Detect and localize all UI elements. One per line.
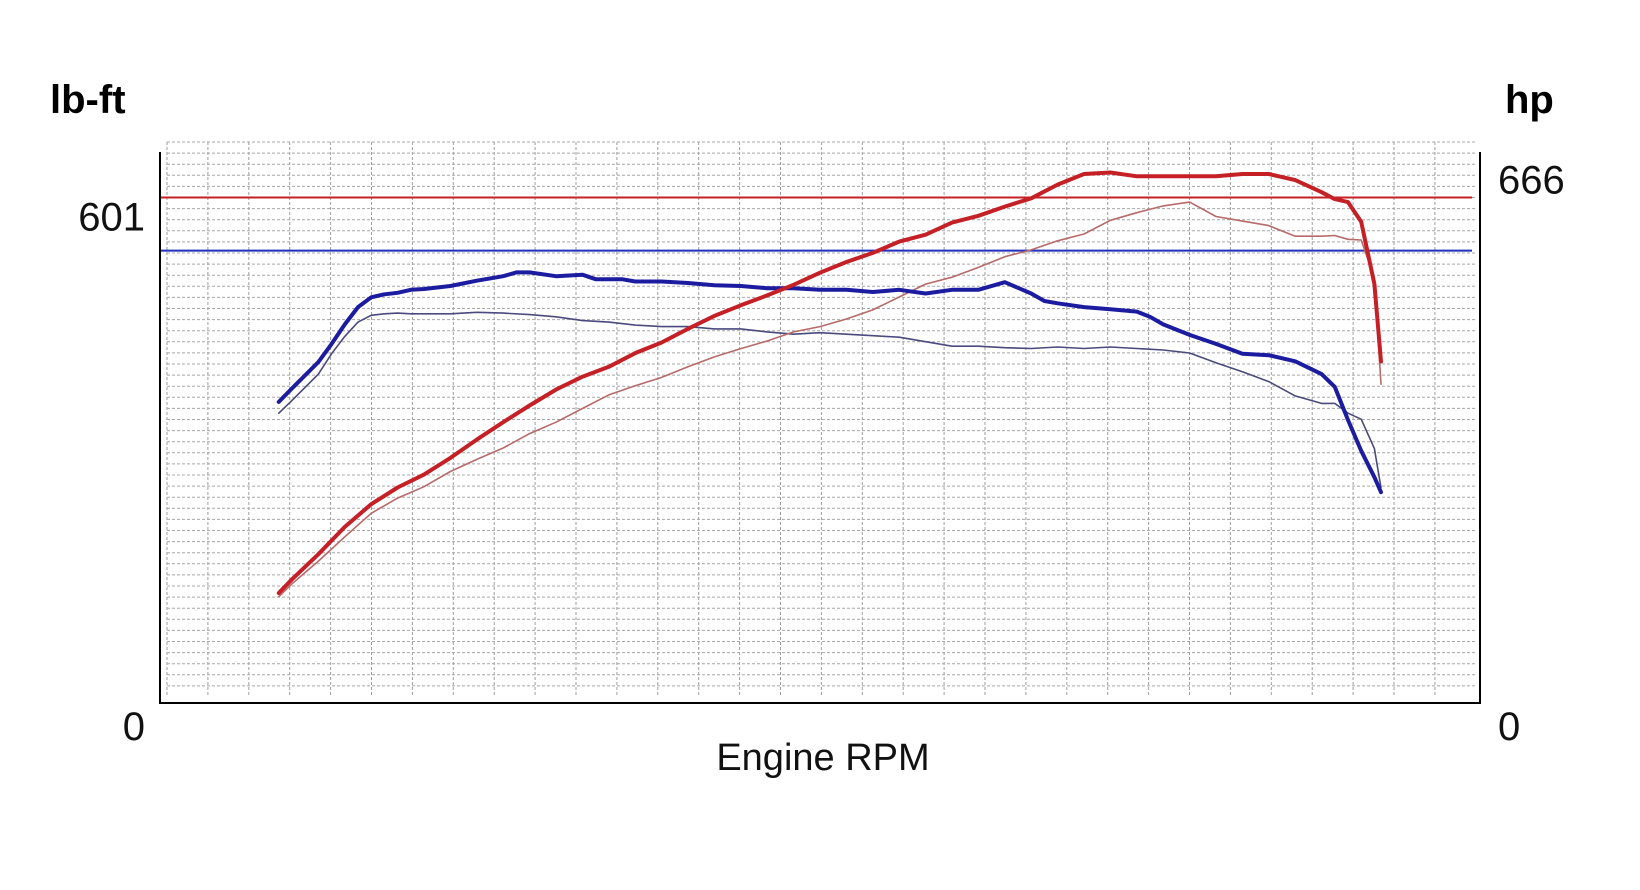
- torque-line-bold: [276, 270, 1383, 495]
- reference-lines: [160, 196, 1472, 252]
- right-tick-label: 0: [1498, 705, 1520, 749]
- series-lines: [276, 170, 1383, 598]
- torque-line-thin: [277, 311, 1382, 489]
- left-tick-label: 601: [78, 196, 145, 240]
- tick-labels: 0 601 0 666: [78, 159, 1565, 750]
- right-tick-label: 666: [1498, 159, 1565, 203]
- left-tick-label: 0: [123, 705, 145, 749]
- axes: [159, 152, 1481, 704]
- left-axis-unit: lb-ft: [50, 78, 126, 122]
- power-line-bold: [276, 170, 1383, 595]
- x-axis-label: Engine RPM: [716, 737, 929, 779]
- right-axis-unit: hp: [1505, 78, 1554, 122]
- power-line-thin: [277, 201, 1382, 598]
